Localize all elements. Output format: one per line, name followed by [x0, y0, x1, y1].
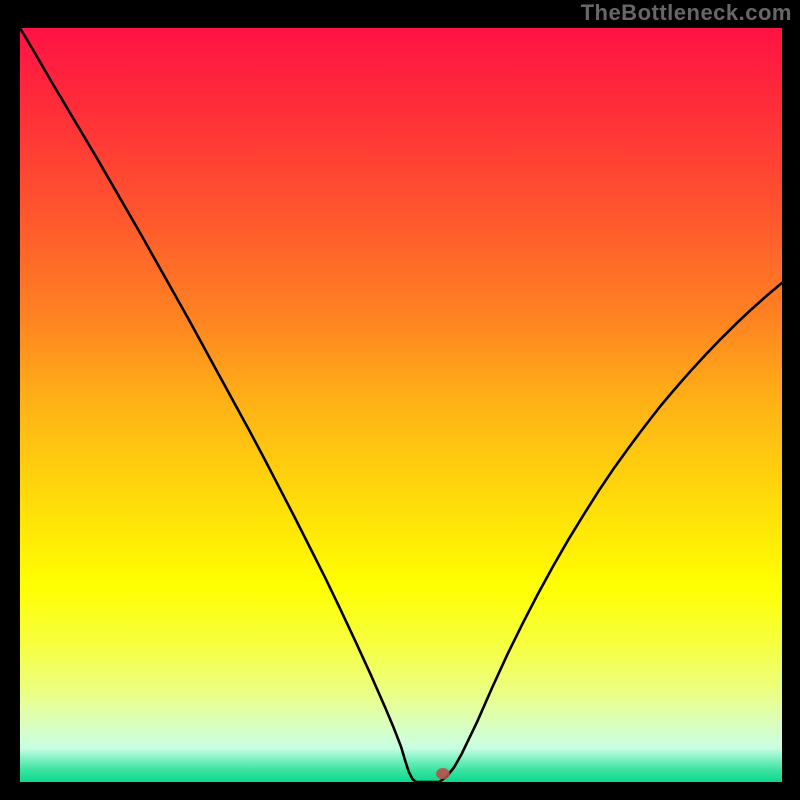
plot-area	[20, 28, 782, 782]
chart-svg	[20, 28, 782, 782]
optimum-marker	[436, 768, 450, 779]
chart-background	[20, 28, 782, 782]
chart-frame: TheBottleneck.com	[0, 0, 800, 800]
watermark-label: TheBottleneck.com	[581, 0, 792, 26]
